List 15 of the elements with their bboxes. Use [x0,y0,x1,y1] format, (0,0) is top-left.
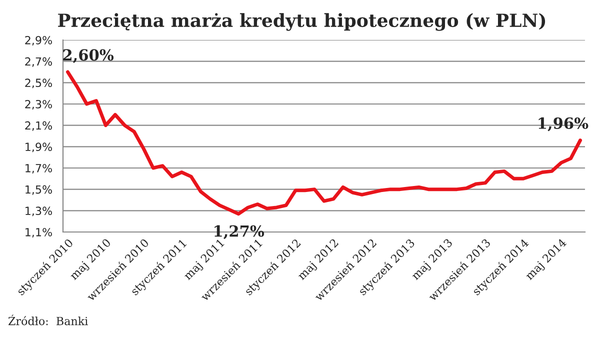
y-tick-label: 2,1% [25,121,52,131]
y-tick-label: 1,1% [26,228,52,238]
y-tick-label: 2,5% [25,78,52,88]
data-label: 1,27% [214,225,264,240]
data-label: 2,60% [63,49,114,64]
y-tick-label: 1,7% [26,164,52,174]
y-tick-label: 1,5% [26,185,52,195]
y-tick-label: 1,3% [26,206,52,216]
text: Źródło: Banki [8,314,88,326]
data-label: 1,96% [538,117,588,132]
y-tick-label: 2,9% [25,36,52,46]
y-tick-label: 2,7% [25,57,52,67]
chart-title: Przeciętna marża kredytu hipotecznego (w PLN) [58,13,546,31]
y-tick-label: 1,9% [26,142,52,152]
y-tick-label: 2,3% [25,100,52,110]
